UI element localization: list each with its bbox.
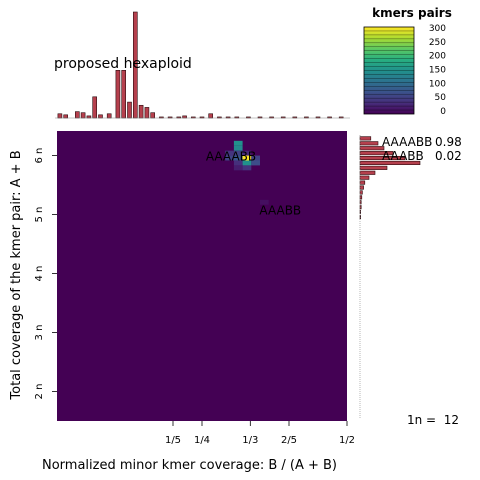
top-bar-10	[127, 101, 132, 119]
heatmap-cell-5	[225, 155, 234, 161]
legend-tick-label-4: 100	[429, 79, 446, 89]
stat-value-1: 0.02	[435, 149, 462, 163]
heatmap-cell-0	[233, 140, 243, 146]
side-bar-7	[359, 170, 376, 175]
top-bar-1	[63, 114, 69, 119]
side-bar-0	[359, 136, 372, 141]
heatmap-cell-4	[242, 150, 252, 156]
peak-labels: AAAABB AAABB	[206, 149, 301, 217]
side-histogram	[359, 136, 421, 220]
y-tick-label-4: 6 n	[34, 148, 45, 164]
peak-label-0: AAAABB	[206, 149, 256, 163]
top-bar-5	[92, 96, 97, 119]
x-tick-label-4: 1/2	[339, 435, 355, 446]
stat-label-1: AAABB	[382, 149, 424, 163]
y-tick-label-1: 3 n	[34, 325, 45, 341]
heatmap-cell-9	[233, 160, 243, 166]
stat-label-0: AAAABB	[382, 135, 432, 149]
x-tick-label-2: 1/3	[242, 435, 258, 446]
side-bar-2	[359, 146, 385, 151]
top-bar-12	[138, 104, 144, 119]
side-bar-11	[359, 190, 363, 195]
heatmap-cell-7	[242, 155, 252, 161]
top-histogram	[57, 11, 344, 119]
heatmap-cell-12	[233, 165, 243, 171]
color-legend: kmers pairs 300 250 200 150 100 50 0	[363, 6, 452, 117]
side-bar-9	[359, 180, 366, 185]
y-axis-label: Total coverage of the kmer pair: A + B	[9, 150, 24, 400]
legend-title: kmers pairs	[372, 6, 452, 20]
legend-ticks: 300 250 200 150 100 50 0	[429, 24, 446, 117]
y-tick-label-2: 4 n	[34, 266, 45, 282]
heatmap-cell-14	[260, 199, 269, 205]
heatmap-cell-1	[233, 145, 243, 151]
heatmap-cell-13	[242, 165, 252, 171]
legend-tick-label-3: 150	[429, 66, 446, 76]
side-bar-13	[359, 200, 362, 205]
side-bar-6	[359, 165, 388, 170]
side-bar-1	[359, 141, 379, 146]
heatmap-cell-2	[233, 150, 243, 156]
legend-stripes	[364, 30, 414, 111]
x-tick-label-0: 1/5	[165, 435, 181, 446]
y-tick-label-0: 2 n	[34, 384, 45, 400]
x-tick-label-3: 2/5	[281, 435, 297, 446]
y-tick-label-3: 5 n	[34, 207, 45, 223]
side-bar-4	[359, 155, 406, 161]
coverage-footnote: 1n = 12	[407, 413, 459, 427]
chart-title: proposed hexaploid	[54, 56, 192, 72]
x-tick-label-1: 1/4	[194, 435, 210, 446]
side-bar-5	[359, 160, 421, 165]
legend-tick-label-6: 0	[440, 107, 446, 117]
heatmap-background	[57, 131, 347, 421]
top-bar-3	[80, 112, 86, 119]
top-bar-8	[115, 70, 121, 119]
top-bar-2	[75, 111, 80, 119]
x-axis-label: Normalized minor kmer coverage: B / (A +…	[42, 458, 337, 473]
top-bar-7	[106, 113, 112, 119]
stat-value-0: 0.98	[435, 135, 462, 149]
legend-tick-label-1: 250	[429, 38, 446, 48]
top-bar-6	[98, 114, 103, 119]
legend-tick-label-0: 300	[429, 24, 446, 34]
legend-tick-label-2: 200	[429, 52, 446, 62]
top-bar-13	[144, 107, 150, 119]
top-bar-0	[57, 113, 63, 119]
heatmap-cell-10	[242, 160, 252, 166]
heatmap-cell-3	[225, 150, 234, 156]
heatmap-cell-6	[233, 155, 243, 161]
peak-stats: AAAABB 0.98 AAABB 0.02	[382, 135, 462, 163]
top-bar-14	[150, 112, 155, 119]
y-axis-ticks: 2 n 3 n 4 n 5 n 6 n	[34, 148, 57, 400]
legend-tick-label-5: 50	[435, 93, 447, 103]
peak-label-1: AAABB	[259, 204, 301, 218]
top-bar-9	[121, 70, 126, 119]
top-bar-4	[86, 115, 92, 119]
heatmap-cell-11	[251, 160, 260, 166]
side-bar-8	[359, 175, 370, 180]
heatmap-cells	[225, 140, 269, 205]
heatmap-cell-8	[251, 155, 260, 161]
x-axis-ticks: 1/5 1/4 1/3 2/5 1/2	[165, 421, 355, 446]
side-bar-10	[359, 185, 364, 190]
top-bar-18	[182, 115, 187, 119]
top-bar-21	[208, 113, 213, 119]
